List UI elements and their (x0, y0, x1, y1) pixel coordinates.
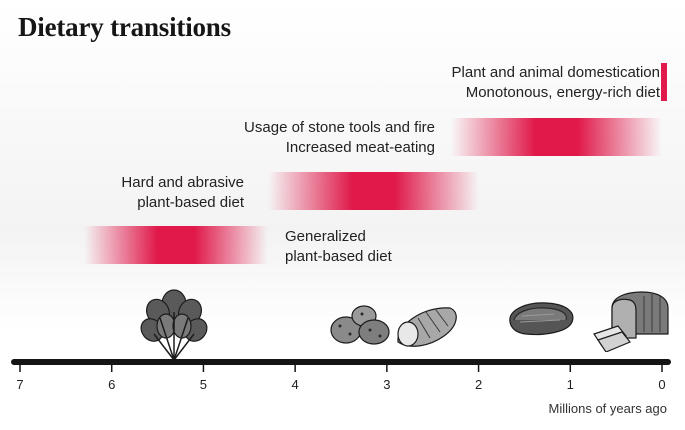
range-label-line: Monotonous, energy-rich diet (465, 84, 660, 101)
tick-label: 2 (475, 377, 482, 392)
tick-label: 6 (108, 377, 115, 392)
range-label-stone-tools: Usage of stone tools and fire Increased … (244, 118, 435, 158)
range-bar-hard-plant-diet (267, 172, 479, 210)
tick-label: 0 (658, 377, 665, 392)
tubers-icon (330, 305, 457, 347)
range-label-line: Usage of stone tools and fire (244, 119, 435, 136)
chart-title: Dietary transitions (18, 12, 231, 42)
range-label-line: Hard and abrasive (121, 174, 244, 191)
range-bar-generalized-plant-diet (84, 226, 268, 264)
leafy-greens-icon (140, 289, 208, 361)
tick-label: 5 (200, 377, 207, 392)
range-label-line: Plant and animal domestication (451, 64, 660, 81)
range-label-line: Generalized (285, 228, 366, 245)
tick-label: 7 (16, 377, 23, 392)
range-label-hard-plant-diet: Hard and abrasive plant-based diet (121, 173, 244, 213)
range-label-line: plant-based diet (137, 194, 244, 211)
tick-label: 1 (567, 377, 574, 392)
range-bar-stone-tools (451, 118, 662, 156)
range-label-line: Increased meat-eating (285, 139, 435, 156)
range-label-generalized-plant-diet: Generalized plant-based diet (285, 227, 392, 267)
range-label-line: plant-based diet (285, 248, 392, 265)
tick-label: 4 (292, 377, 299, 392)
bread-icon (593, 291, 669, 352)
tick-label: 3 (383, 377, 390, 392)
x-axis-title: Millions of years ago (548, 401, 668, 416)
steak-icon (509, 302, 574, 336)
range-bar-domestication (660, 63, 667, 101)
range-label-domestication: Plant and animal domestication Monotonou… (452, 63, 660, 103)
